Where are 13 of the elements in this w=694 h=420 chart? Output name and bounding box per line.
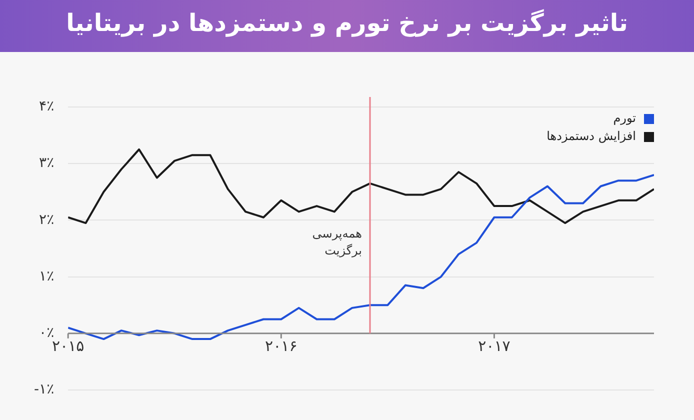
x-tick-label: ۲۰۱۵ <box>52 336 84 355</box>
chart-title: تاثیر برگزیت بر نرخ تورم و دستمزدها در بریتانیا <box>66 9 628 37</box>
legend-label: تورم <box>613 111 636 126</box>
y-tick-label: -۱٪ <box>34 382 54 398</box>
legend-label: افزایش دستمزدها <box>546 129 636 144</box>
y-tick-label: ۳٪ <box>39 155 54 172</box>
y-tick-label: ۲٪ <box>39 212 54 228</box>
x-tick-label: ۲۰۱۷ <box>478 336 510 355</box>
annotation: همه‌پرسی برگزیت <box>312 226 362 258</box>
y-tick-label: ۱٪ <box>39 268 54 284</box>
x-tick-label: ۲۰۱۶ <box>265 336 298 355</box>
y-tick-label: ۰٪ <box>39 325 54 342</box>
y-tick-label: ۴٪ <box>39 98 54 115</box>
